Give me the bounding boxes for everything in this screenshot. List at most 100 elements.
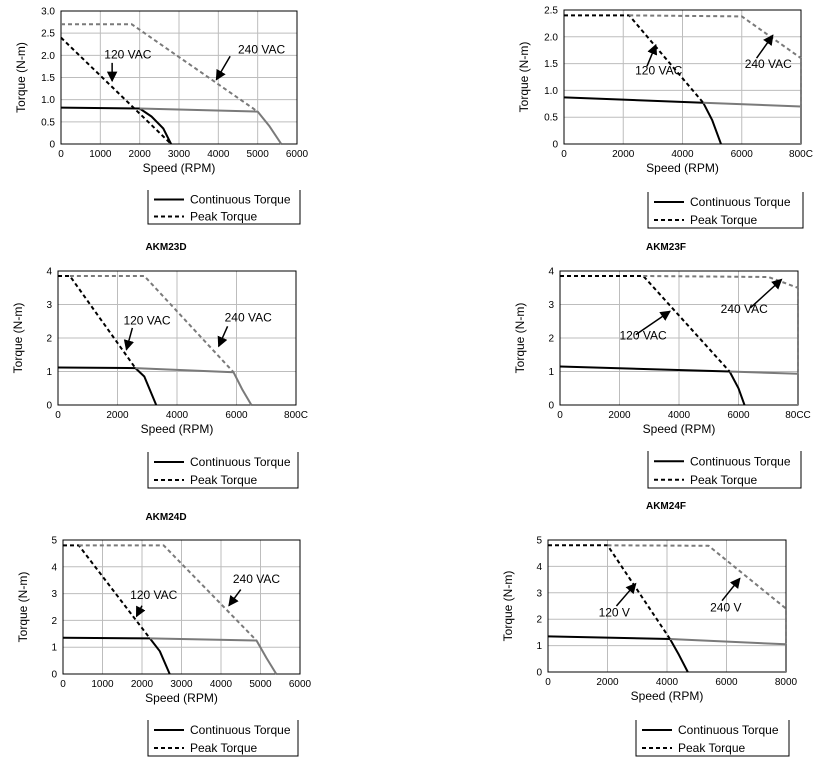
y-axis-label: Torque (N-m)	[16, 572, 30, 643]
x-axis-label: Speed (RPM)	[646, 161, 719, 175]
series-line-peak240	[643, 275, 799, 372]
legend-label: Continuous Torque	[678, 723, 779, 737]
x-tick-label: 6000	[727, 410, 750, 421]
annotation-label: 240 VAC	[233, 572, 280, 586]
x-tick-label: 6000	[289, 679, 312, 690]
x-tick-label: 5000	[249, 679, 272, 690]
x-tick-label: 2000	[608, 410, 631, 421]
series-line-cont120	[57, 366, 158, 406]
y-tick-label: 3	[536, 588, 542, 599]
y-tick-label: 3	[46, 300, 52, 311]
legend-label: Peak Torque	[190, 210, 257, 224]
x-tick-label: 1000	[89, 149, 112, 160]
series-line-cont240	[669, 638, 787, 672]
chart-panel-5: 0 1000 2000 3000 4000 5000 6000 0 1 2 3 4 5 Speed (RP…	[16, 536, 312, 757]
y-tick-label: 0	[46, 401, 52, 412]
annotation-label: 120 V	[599, 606, 630, 620]
legend-label: Continuous Torque	[690, 195, 791, 209]
annotation-label: 120 VAC	[635, 63, 682, 77]
x-tick-label: 2000	[106, 410, 129, 421]
annotation-label: 120 VAC	[620, 329, 667, 343]
x-tick-label: 4000	[668, 410, 691, 421]
y-tick-label: 0	[49, 140, 55, 151]
x-axis-label: Speed (RPM)	[643, 422, 716, 436]
legend-box	[147, 190, 301, 225]
annotation-arrow	[749, 278, 783, 309]
annotation-label: 120 VAC	[130, 588, 177, 602]
series-line-cont120	[60, 106, 172, 145]
legend-label: Continuous Torque	[190, 723, 291, 737]
y-tick-label: 1	[46, 367, 52, 378]
y-tick-label: 1	[548, 367, 554, 378]
series-line-cont240	[135, 367, 253, 406]
x-tick-label: 2000	[131, 679, 154, 690]
annotation-arrow	[646, 43, 658, 67]
annotation-label: 240 V	[710, 600, 741, 614]
y-axis-label: Torque (N-m)	[513, 303, 527, 374]
series-line-cont120	[62, 636, 171, 675]
annotation-arrow	[217, 325, 229, 348]
x-tick-label: 8000	[775, 677, 798, 688]
legend-box	[147, 452, 299, 489]
y-tick-label: 4	[51, 562, 57, 573]
x-tick-label: 4000	[166, 410, 189, 421]
legend-label: Continuous Torque	[190, 455, 291, 469]
plot-frame	[62, 539, 301, 675]
series-line-cont120	[547, 635, 689, 673]
annotation-arrow	[755, 34, 774, 59]
x-tick-label: 0	[561, 149, 567, 160]
x-axis-label: Speed (RPM)	[631, 689, 704, 703]
y-tick-label: 1.5	[544, 59, 558, 70]
y-axis-label: Torque (N-m)	[501, 571, 515, 642]
plot-frame	[547, 539, 787, 673]
legend-label: Peak Torque	[690, 473, 757, 487]
y-tick-label: 4	[548, 267, 554, 278]
x-axis-label: Speed (RPM)	[145, 691, 218, 705]
y-tick-label: 2.5	[41, 29, 55, 40]
x-tick-label: 0	[60, 679, 66, 690]
annotation-arrow	[615, 582, 637, 607]
y-tick-label: 1	[51, 643, 57, 654]
x-tick-label: 80CC	[785, 410, 811, 421]
legend-box	[647, 192, 804, 229]
annotation-arrow	[635, 310, 671, 336]
x-tick-label: 0	[55, 410, 61, 421]
series-line-cont120	[559, 365, 746, 406]
annotation-label: 240 VAC	[225, 310, 272, 324]
x-tick-label: 0	[58, 149, 64, 160]
x-tick-label: 1000	[91, 679, 114, 690]
annotation-arrow	[123, 327, 134, 351]
x-tick-label: 800C	[284, 410, 308, 421]
series-line-peak240	[61, 23, 259, 113]
y-tick-label: 4	[46, 267, 52, 278]
series-line-cont240	[139, 107, 283, 145]
y-tick-label: 2.0	[41, 51, 55, 62]
x-tick-label: 3000	[168, 149, 191, 160]
y-tick-label: 4	[536, 562, 542, 573]
x-tick-label: 2000	[596, 677, 619, 688]
chart-panel-3: 0 2000 4000 6000 800C 0 1 2 3 4 Speed (RPM) Torque …	[11, 267, 308, 489]
chart-panel-1: 0 1000 2000 3000 4000 5000 6000 0 0.5 1.0 1.5 2.0 2.…	[14, 7, 309, 225]
series-line-cont120	[563, 96, 722, 145]
y-tick-label: 1	[536, 641, 542, 652]
y-tick-label: 2.0	[544, 32, 558, 43]
annotation-arrow	[135, 605, 146, 618]
figure-title-akm24d: AKM24D	[145, 512, 186, 523]
legend-box	[647, 451, 802, 489]
y-tick-label: 3	[548, 300, 554, 311]
y-axis-label: Torque (N-m)	[14, 42, 28, 113]
series-line-peak120	[548, 544, 671, 640]
x-tick-label: 800C	[789, 149, 813, 160]
annotation-label: 240 VAC	[238, 43, 285, 57]
x-tick-label: 6000	[715, 677, 738, 688]
x-axis-label: Speed (RPM)	[141, 422, 214, 436]
x-axis-label: Speed (RPM)	[143, 161, 216, 175]
y-tick-label: 2	[46, 334, 52, 345]
annotation-label: 120 VAC	[123, 314, 170, 328]
series-line-peak120	[60, 36, 172, 145]
y-tick-label: 1.5	[41, 73, 55, 84]
y-tick-label: 2	[536, 615, 542, 626]
y-tick-label: 5	[51, 536, 57, 547]
legend-box	[635, 720, 790, 757]
